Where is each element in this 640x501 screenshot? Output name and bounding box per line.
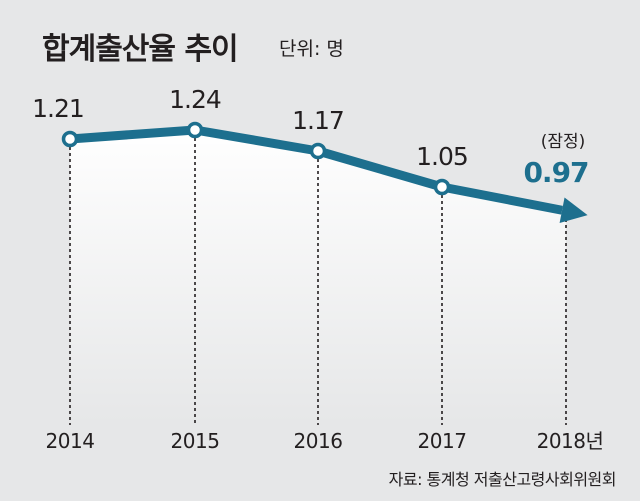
unit-label: 단위: 명	[279, 38, 344, 60]
data-point-2018년	[559, 197, 588, 224]
value-label-2015: 1.24	[169, 85, 221, 114]
value-label-2016: 1.17	[292, 106, 344, 135]
data-point-2015	[186, 121, 204, 139]
x-tick-label-2016: 2016	[294, 429, 343, 453]
value-label-2017: 1.05	[416, 142, 468, 171]
x-tick-label-2018년: 2018년	[537, 429, 604, 453]
estimate-note: (잠정)	[541, 132, 586, 152]
value-label-2014: 1.21	[32, 94, 84, 123]
x-tick-label-2014: 2014	[46, 429, 95, 453]
data-point-2017	[433, 178, 451, 196]
data-point-2016	[309, 142, 327, 160]
x-tick-label-2017: 2017	[418, 429, 467, 453]
data-point-2014	[61, 130, 79, 148]
chart-title: 합계출산율 추이	[42, 32, 239, 67]
source-note: 자료: 통계청 저출산고령사회위원회	[388, 470, 617, 489]
value-label-2018년: 0.97	[523, 156, 588, 189]
x-tick-label-2015: 2015	[171, 429, 220, 453]
